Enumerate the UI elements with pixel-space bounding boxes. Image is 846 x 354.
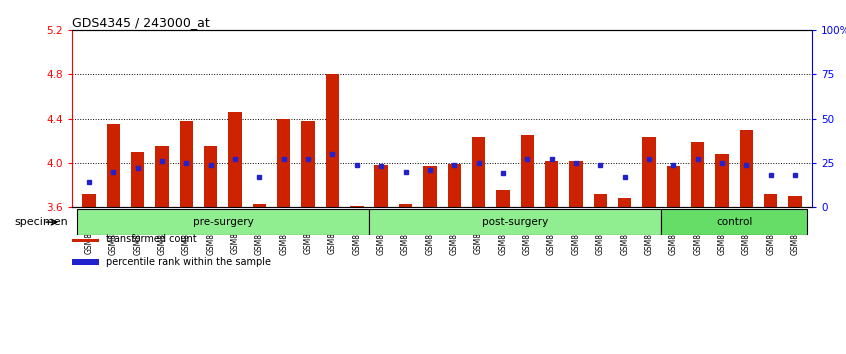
Bar bbox=[788, 196, 802, 207]
Bar bbox=[72, 259, 98, 265]
Bar bbox=[472, 137, 486, 207]
Bar bbox=[667, 166, 680, 207]
Bar bbox=[497, 190, 509, 207]
Bar bbox=[131, 152, 145, 207]
Bar bbox=[77, 209, 369, 235]
Bar bbox=[642, 137, 656, 207]
Text: transformed count: transformed count bbox=[106, 234, 197, 244]
Text: control: control bbox=[716, 217, 752, 227]
Bar bbox=[520, 135, 534, 207]
Text: pre-surgery: pre-surgery bbox=[193, 217, 253, 227]
Bar bbox=[662, 209, 807, 235]
Bar bbox=[691, 142, 705, 207]
Bar bbox=[375, 165, 387, 207]
Bar bbox=[82, 194, 96, 207]
Bar bbox=[594, 194, 607, 207]
Text: specimen: specimen bbox=[14, 217, 68, 227]
Bar bbox=[569, 161, 583, 207]
Text: GDS4345 / 243000_at: GDS4345 / 243000_at bbox=[72, 16, 210, 29]
Bar bbox=[423, 166, 437, 207]
Bar bbox=[350, 206, 364, 207]
Bar bbox=[764, 194, 777, 207]
Bar bbox=[398, 204, 412, 207]
Bar bbox=[204, 146, 217, 207]
Bar bbox=[72, 236, 98, 242]
Text: post-surgery: post-surgery bbox=[482, 217, 548, 227]
Bar bbox=[739, 130, 753, 207]
Bar bbox=[618, 198, 631, 207]
Bar bbox=[277, 119, 290, 207]
Bar bbox=[545, 161, 558, 207]
Bar bbox=[716, 154, 728, 207]
Text: percentile rank within the sample: percentile rank within the sample bbox=[106, 257, 271, 267]
Bar bbox=[156, 146, 168, 207]
Bar bbox=[179, 121, 193, 207]
Bar bbox=[369, 209, 662, 235]
Bar bbox=[228, 112, 242, 207]
Bar bbox=[448, 164, 461, 207]
Bar bbox=[301, 121, 315, 207]
Bar bbox=[326, 74, 339, 207]
Bar bbox=[253, 204, 266, 207]
Bar bbox=[107, 124, 120, 207]
